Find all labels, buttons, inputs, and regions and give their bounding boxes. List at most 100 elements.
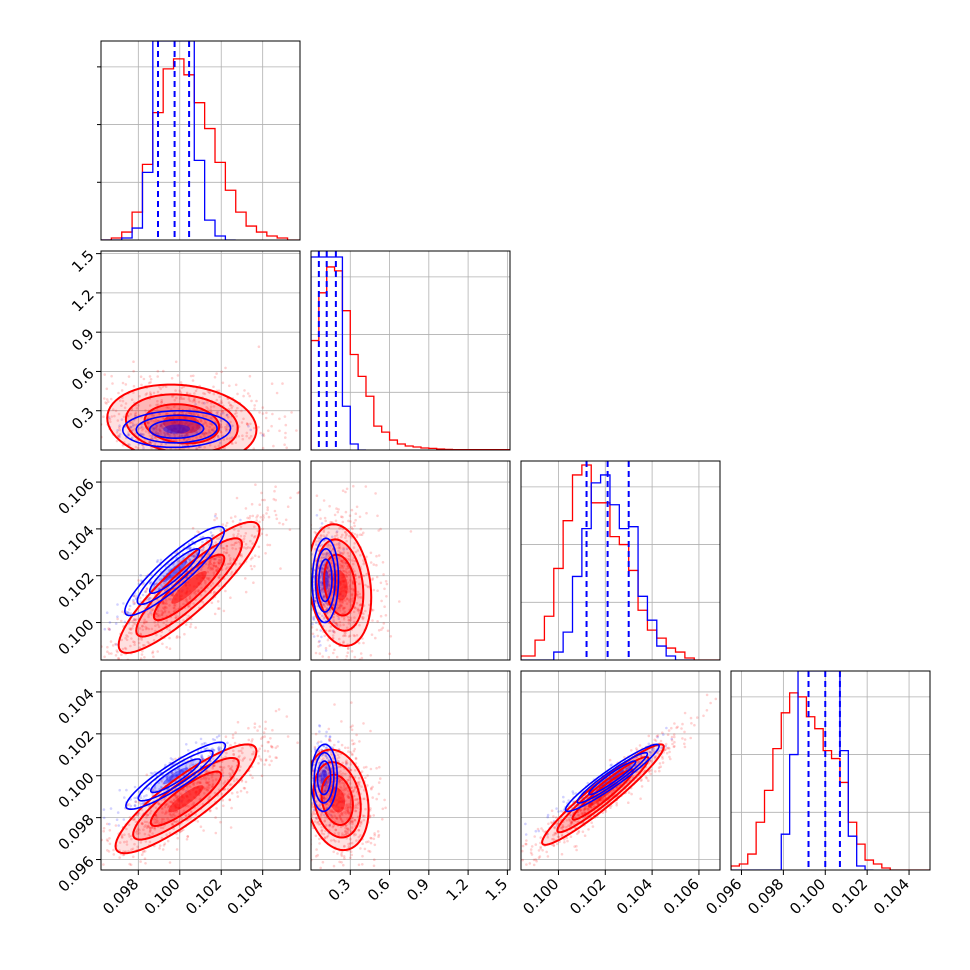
scatter-point <box>141 624 144 628</box>
scatter-point <box>336 606 340 610</box>
scatter-point <box>141 822 144 825</box>
scatter-point <box>196 820 200 823</box>
scatter-point <box>211 428 214 432</box>
scatter-point <box>328 573 331 577</box>
scatter-point <box>332 838 336 842</box>
scatter-point <box>143 825 146 829</box>
scatter-point <box>199 593 203 597</box>
scatter-point <box>327 575 331 578</box>
scatter-point <box>50 425 53 428</box>
scatter-point <box>335 624 339 627</box>
scatter-point <box>210 428 214 431</box>
scatter-point <box>253 726 256 729</box>
scatter-point <box>333 598 337 601</box>
scatter-point <box>321 614 324 618</box>
scatter-point <box>182 438 186 441</box>
scatter-point <box>109 397 113 401</box>
scatter-point <box>130 667 133 670</box>
scatter-point <box>347 766 351 770</box>
scatter-point <box>123 406 127 410</box>
scatter-point <box>162 462 165 465</box>
scatter-point <box>170 775 174 779</box>
scatter-point <box>356 706 359 709</box>
scatter-point <box>176 615 179 618</box>
scatter-point <box>319 771 323 775</box>
scatter-point <box>256 514 259 517</box>
scatter-point <box>167 569 171 572</box>
scatter-point <box>140 383 143 387</box>
scatter-point <box>281 382 284 385</box>
scatter-point <box>194 589 198 593</box>
scatter-point <box>355 803 358 806</box>
scatter-point <box>338 599 342 603</box>
scatter-point <box>326 767 329 771</box>
scatter-point <box>97 421 100 424</box>
scatter-point <box>145 587 149 590</box>
scatter-point <box>224 524 228 527</box>
scatter-point <box>209 809 212 812</box>
scatter-point <box>268 763 271 767</box>
scatter-point <box>342 606 345 610</box>
scatter-point <box>260 774 264 778</box>
scatter-point <box>302 798 305 801</box>
scatter-point <box>259 737 263 740</box>
scatter-point <box>263 735 267 738</box>
scatter-point <box>359 847 362 850</box>
scatter-point <box>126 611 130 614</box>
scatter-point <box>176 561 180 564</box>
scatter-point <box>326 556 329 559</box>
scatter-point <box>225 551 229 554</box>
scatter-point <box>206 788 210 792</box>
scatter-point <box>364 485 368 488</box>
scatter-point <box>324 770 327 773</box>
scatter-point <box>262 731 266 734</box>
scatter-point <box>271 746 274 749</box>
scatter-point <box>199 536 203 539</box>
scatter-point <box>222 782 225 785</box>
scatter-point <box>192 374 195 378</box>
scatter-point <box>297 595 300 598</box>
scatter-point <box>150 609 153 612</box>
scatter-point <box>207 429 211 432</box>
scatter-point <box>339 606 342 609</box>
scatter-point <box>278 429 281 433</box>
scatter-point <box>135 830 138 834</box>
scatter-point <box>85 651 88 654</box>
scatter-point <box>193 455 196 458</box>
scatter-point <box>128 443 131 447</box>
scatter-point <box>136 446 140 450</box>
scatter-point <box>318 775 322 778</box>
scatter-point <box>103 397 106 400</box>
scatter-point <box>125 634 128 637</box>
scatter-point <box>247 424 250 428</box>
scatter-point <box>117 391 120 395</box>
scatter-point <box>267 515 271 519</box>
scatter-point <box>246 422 249 426</box>
scatter-point <box>355 634 359 637</box>
scatter-point <box>347 554 351 558</box>
scatter-point <box>362 574 366 578</box>
scatter-point <box>203 401 206 405</box>
scatter-point <box>217 558 221 562</box>
scatter-point <box>193 392 196 395</box>
scatter-point <box>278 803 281 806</box>
scatter-point <box>349 856 352 860</box>
scatter-point <box>342 641 345 645</box>
scatter-point <box>329 597 333 601</box>
scatter-point <box>334 519 338 523</box>
scatter-point <box>186 835 189 838</box>
scatter-point <box>237 435 241 438</box>
scatter-point <box>121 452 124 455</box>
scatter-point <box>177 560 181 563</box>
scatter-point <box>296 842 299 845</box>
scatter-point <box>203 445 206 449</box>
scatter-point <box>311 802 314 805</box>
scatter-point <box>131 663 134 666</box>
scatter-point <box>181 770 184 773</box>
scatter-point <box>246 423 249 426</box>
scatter-point <box>351 790 355 793</box>
scatter-point <box>353 747 357 751</box>
scatter-point <box>230 768 234 772</box>
scatter-point <box>204 741 207 745</box>
scatter-point <box>213 464 216 467</box>
